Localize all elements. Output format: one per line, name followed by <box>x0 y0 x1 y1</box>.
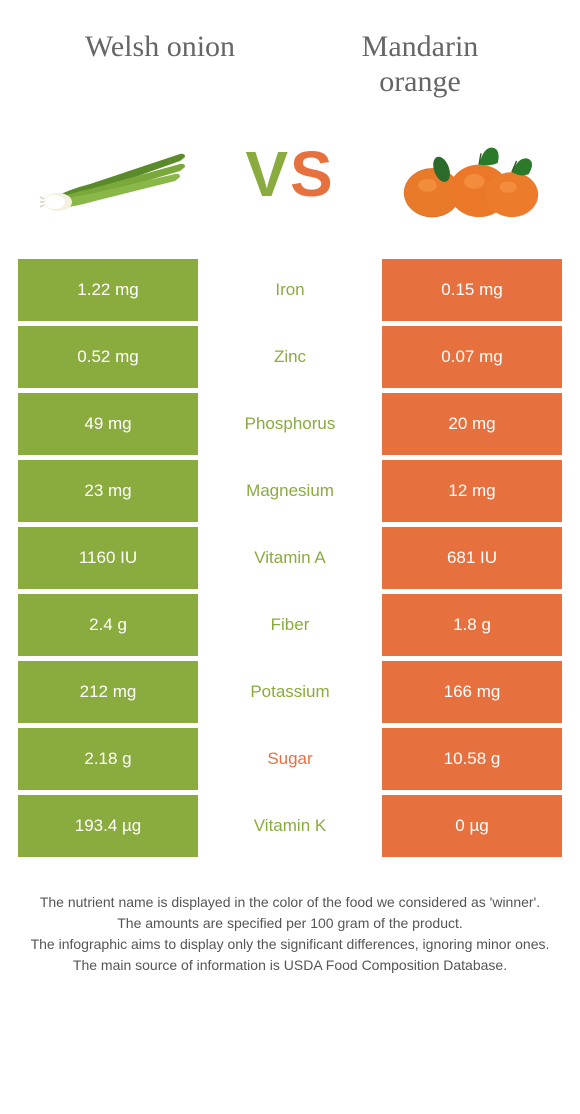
left-value-cell: 2.4 g <box>18 594 198 656</box>
nutrient-name: Phosphorus <box>198 393 382 455</box>
table-row: 1.22 mgIron0.15 mg <box>18 259 562 321</box>
nutrient-name: Zinc <box>198 326 382 388</box>
left-food-title: Welsh onion <box>60 30 260 99</box>
left-value-cell: 49 mg <box>18 393 198 455</box>
footer-line: The nutrient name is displayed in the co… <box>20 892 560 913</box>
mandarin-orange-image <box>390 119 540 229</box>
table-row: 0.52 mgZinc0.07 mg <box>18 326 562 388</box>
table-row: 1160 IUVitamin A681 IU <box>18 527 562 589</box>
nutrient-name: Potassium <box>198 661 382 723</box>
nutrient-name: Magnesium <box>198 460 382 522</box>
right-value-cell: 0 µg <box>382 795 562 857</box>
nutrient-table: 1.22 mgIron0.15 mg0.52 mgZinc0.07 mg49 m… <box>0 259 580 857</box>
footer-line: The amounts are specified per 100 gram o… <box>20 913 560 934</box>
left-value-cell: 193.4 µg <box>18 795 198 857</box>
table-row: 193.4 µgVitamin K0 µg <box>18 795 562 857</box>
table-row: 2.4 gFiber1.8 g <box>18 594 562 656</box>
right-value-cell: 166 mg <box>382 661 562 723</box>
vs-s: S <box>290 138 335 210</box>
nutrient-name: Fiber <box>198 594 382 656</box>
vs-v: V <box>245 138 290 210</box>
table-row: 2.18 gSugar10.58 g <box>18 728 562 790</box>
left-value-cell: 23 mg <box>18 460 198 522</box>
left-value-cell: 1160 IU <box>18 527 198 589</box>
right-value-cell: 20 mg <box>382 393 562 455</box>
vs-row: VS <box>0 99 580 259</box>
footer-line: The infographic aims to display only the… <box>20 934 560 955</box>
right-value-cell: 0.07 mg <box>382 326 562 388</box>
nutrient-name: Iron <box>198 259 382 321</box>
right-food-title: Mandarin orange <box>320 30 520 99</box>
footer-line: The main source of information is USDA F… <box>20 955 560 976</box>
right-value-cell: 10.58 g <box>382 728 562 790</box>
vs-label: VS <box>245 137 334 211</box>
table-row: 212 mgPotassium166 mg <box>18 661 562 723</box>
nutrient-name: Sugar <box>198 728 382 790</box>
right-value-cell: 0.15 mg <box>382 259 562 321</box>
left-value-cell: 2.18 g <box>18 728 198 790</box>
left-value-cell: 1.22 mg <box>18 259 198 321</box>
table-row: 23 mgMagnesium12 mg <box>18 460 562 522</box>
header: Welsh onion Mandarin orange <box>0 0 580 99</box>
left-value-cell: 0.52 mg <box>18 326 198 388</box>
nutrient-name: Vitamin K <box>198 795 382 857</box>
right-value-cell: 12 mg <box>382 460 562 522</box>
footer-notes: The nutrient name is displayed in the co… <box>0 862 580 976</box>
right-value-cell: 681 IU <box>382 527 562 589</box>
left-value-cell: 212 mg <box>18 661 198 723</box>
nutrient-name: Vitamin A <box>198 527 382 589</box>
welsh-onion-image <box>40 119 190 229</box>
table-row: 49 mgPhosphorus20 mg <box>18 393 562 455</box>
right-value-cell: 1.8 g <box>382 594 562 656</box>
